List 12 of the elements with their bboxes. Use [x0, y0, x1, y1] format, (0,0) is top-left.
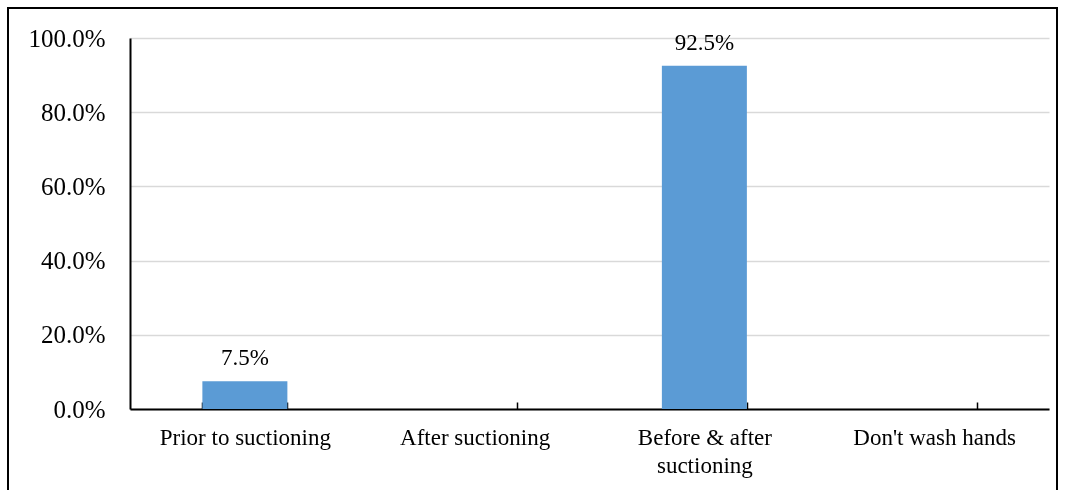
y-tick-label: 20.0% [40, 321, 106, 349]
x-tick-label: Don't wash hands [853, 424, 1016, 450]
y-tick-label: 0.0% [53, 395, 106, 423]
data-label: 7.5% [220, 345, 269, 371]
y-tick-label: 40.0% [40, 247, 106, 275]
x-tick-label: After suctioning [400, 424, 551, 450]
x-tick-label: Before & after suctioning [637, 424, 773, 478]
x-tick-label: Prior to suctioning [159, 424, 332, 450]
y-tick-label: 80.0% [40, 98, 106, 126]
data-label: 92.5% [674, 29, 735, 55]
y-tick-label: 100.0% [28, 24, 106, 52]
y-tick-label: 60.0% [40, 172, 106, 200]
